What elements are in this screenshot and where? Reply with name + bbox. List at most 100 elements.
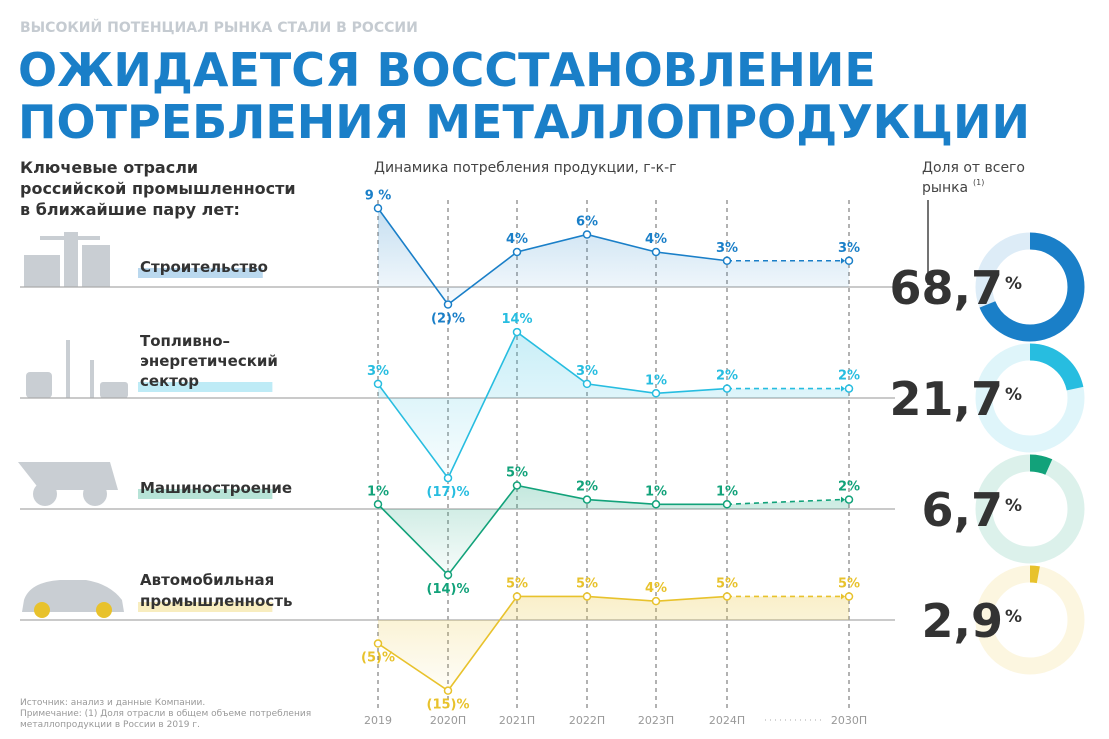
point <box>844 384 854 393</box>
point <box>512 592 522 601</box>
value-label: (14)% <box>427 582 470 597</box>
title-line: ПОТРЕБЛЕНИЯ МЕТАЛЛОПРОДУКЦИИ <box>18 95 1030 149</box>
value-label: (15)% <box>427 698 470 713</box>
donut-arc <box>975 232 1085 342</box>
point <box>373 379 383 389</box>
x-tick-label: 2030П <box>831 714 867 727</box>
value-label: (2)% <box>431 312 465 327</box>
left-heading: российской промышленности <box>20 179 296 198</box>
share-heading: Доля от всего <box>922 160 1025 176</box>
point <box>651 500 661 509</box>
x-tick-label: 2023П <box>638 714 674 727</box>
share-unit: % <box>1005 274 1022 294</box>
label-highlight <box>138 489 273 499</box>
value-label: (17)% <box>427 485 470 500</box>
value-label: 14% <box>501 312 532 327</box>
point <box>722 500 732 509</box>
share-unit: % <box>1005 607 1022 627</box>
point <box>651 247 661 257</box>
sector-name: Машиностроение <box>140 479 292 497</box>
icon-crane <box>64 232 78 287</box>
line <box>377 330 728 480</box>
kicker: ВЫСОКИЙ ПОТЕНЦИАЛ РЫНКА СТАЛИ В РОССИИ <box>20 19 418 36</box>
point <box>443 570 453 580</box>
value-label: 5% <box>716 576 738 591</box>
footnote: Источник: анализ и данные Компании. <box>20 698 205 708</box>
sector-name: энергетический <box>140 352 278 370</box>
share-note-mark: (1) <box>973 178 984 187</box>
value-label: 2% <box>716 369 738 384</box>
share-label: 6,7 <box>922 483 1004 537</box>
value-label: 3% <box>367 364 389 379</box>
value-label: 9 % <box>365 188 392 203</box>
icon-wheel <box>83 482 107 506</box>
value-label: 4% <box>506 232 528 247</box>
arrow-head <box>841 257 845 264</box>
share-label: 68,7 <box>890 261 1004 315</box>
icon-wheel <box>96 602 112 618</box>
share-unit: % <box>1005 496 1022 516</box>
share-heading: рынка <box>922 180 968 196</box>
value-label: 3% <box>838 241 860 256</box>
point <box>373 204 383 213</box>
area <box>378 332 849 479</box>
point <box>844 495 854 504</box>
sector-name: сектор <box>140 372 199 390</box>
share-unit: % <box>1005 385 1022 405</box>
point <box>443 686 453 695</box>
point <box>651 389 661 398</box>
line-dashed <box>726 498 842 506</box>
point <box>844 592 854 601</box>
label-highlight <box>138 602 273 612</box>
donut-arc <box>975 454 1085 564</box>
value-label: 5% <box>838 576 860 591</box>
x-tick-label: 2022П <box>569 714 605 727</box>
line <box>377 207 728 306</box>
value-label: 3% <box>716 241 738 256</box>
value-label: 5% <box>506 576 528 591</box>
x-tick-label: 2024П <box>709 714 745 727</box>
left-heading: Ключевые отрасли <box>20 158 198 177</box>
value-label: 5% <box>576 576 598 591</box>
value-label: 4% <box>645 581 667 596</box>
icon-turbine <box>66 340 70 398</box>
icon-building <box>82 245 110 287</box>
x-tick-label: 2020П <box>430 714 466 727</box>
value-label: 6% <box>576 215 598 230</box>
arrow-head <box>841 496 845 503</box>
point <box>512 481 522 490</box>
area <box>378 596 849 691</box>
donut-arc <box>975 565 1085 675</box>
icon-building <box>24 255 60 287</box>
icon-crane <box>40 236 100 240</box>
value-label: (5)% <box>361 651 395 666</box>
point <box>582 592 592 601</box>
arrow-head <box>841 593 845 600</box>
point <box>443 300 453 309</box>
share-label: 2,9 <box>922 594 1004 648</box>
donut-arc <box>975 343 1085 453</box>
area <box>378 208 849 305</box>
point <box>722 592 732 601</box>
value-label: 2% <box>576 480 598 495</box>
label-highlight <box>138 382 273 392</box>
point <box>844 256 854 265</box>
line <box>377 595 728 692</box>
value-label: 1% <box>716 484 738 499</box>
value-label: 2% <box>838 480 860 495</box>
line <box>377 484 727 577</box>
value-label: 1% <box>645 373 667 388</box>
icon-wheel <box>34 602 50 618</box>
sector-name: Строительство <box>140 258 268 276</box>
title-line: ОЖИДАЕТСЯ ВОССТАНОВЛЕНИЕ <box>18 43 876 97</box>
icon-tank <box>26 372 52 398</box>
footnote: металлопродукции в России в 2019 г. <box>20 720 200 730</box>
footnote: Примечание: (1) Доля отрасли в общем объ… <box>20 709 311 719</box>
point <box>722 384 732 393</box>
area <box>378 485 849 575</box>
icon-car <box>22 580 124 612</box>
point <box>373 639 383 648</box>
value-label: 3% <box>576 364 598 379</box>
value-label: 1% <box>367 484 389 499</box>
